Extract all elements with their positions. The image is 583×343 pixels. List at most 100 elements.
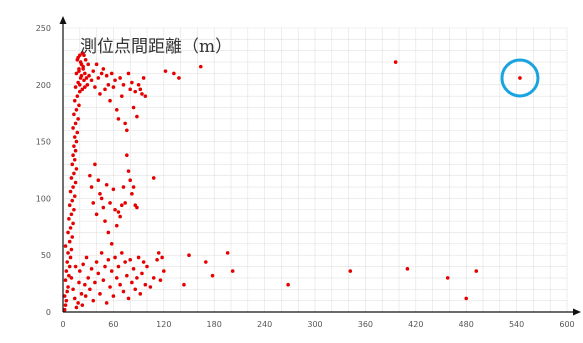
data-point: [140, 92, 144, 96]
data-point: [96, 271, 101, 276]
data-point: [286, 282, 290, 287]
data-point: [65, 289, 69, 294]
data-point: [118, 214, 122, 219]
data-point: [135, 114, 139, 119]
data-point: [80, 87, 85, 92]
chart-title: 測位点間距離（m）: [80, 37, 232, 57]
data-point: [113, 255, 117, 260]
x-tick-label: 600: [559, 320, 574, 329]
data-point: [65, 260, 69, 264]
data-point: [86, 276, 90, 280]
y-tick-label: 50: [41, 251, 51, 260]
data-point: [121, 83, 126, 87]
data-point: [104, 73, 109, 78]
data-point: [66, 285, 70, 289]
data-point: [63, 244, 68, 248]
data-point: [141, 76, 146, 80]
data-point: [77, 69, 81, 73]
data-point: [84, 255, 89, 260]
x-tick-label: 420: [408, 320, 423, 329]
data-point: [143, 94, 148, 98]
data-point: [348, 269, 353, 273]
data-point: [210, 273, 215, 278]
data-point: [62, 294, 67, 298]
data-point: [63, 303, 68, 307]
data-point: [83, 58, 88, 62]
data-point: [72, 144, 76, 148]
data-point: [155, 257, 159, 262]
data-point: [101, 278, 106, 282]
data-point: [145, 264, 149, 269]
data-point: [135, 276, 139, 280]
data-point: [71, 126, 75, 130]
data-point: [198, 64, 203, 69]
data-point: [96, 76, 101, 80]
data-point: [474, 269, 479, 273]
data-point: [114, 276, 119, 280]
data-point: [101, 67, 106, 71]
data-point: [81, 67, 85, 71]
data-point: [106, 257, 111, 262]
x-tick-labels: 0 60 120 180 240 300 360 420 480 540 600: [60, 320, 574, 329]
data-point: [123, 201, 127, 205]
data-point: [76, 301, 80, 305]
data-point: [98, 192, 102, 196]
data-point: [74, 139, 79, 144]
data-point: [73, 85, 78, 89]
data-point: [87, 73, 91, 78]
y-axis-arrow: [59, 16, 67, 24]
data-point: [89, 185, 94, 189]
data-point: [120, 251, 124, 255]
y-tick-label: 100: [36, 194, 51, 203]
data-point: [68, 226, 73, 230]
data-point: [66, 230, 70, 235]
data-point: [123, 260, 127, 264]
data-point: [103, 87, 107, 92]
data-point: [151, 176, 156, 180]
data-point: [177, 76, 181, 80]
data-point: [68, 189, 73, 194]
data-point: [62, 307, 67, 312]
data-point: [74, 107, 79, 112]
data-point: [69, 212, 74, 217]
data-point: [77, 280, 81, 285]
data-point: [118, 76, 122, 80]
data-point: [163, 69, 168, 73]
data-point: [230, 269, 235, 273]
data-point: [94, 260, 99, 264]
data-point: [109, 242, 114, 246]
data-point: [126, 169, 131, 173]
data-point: [86, 62, 90, 67]
data-point: [113, 78, 117, 83]
data-point: [121, 289, 126, 294]
data-point: [131, 105, 136, 110]
data-point: [118, 282, 122, 287]
data-point: [160, 255, 164, 260]
axes: [59, 16, 581, 316]
data-point: [121, 185, 126, 189]
data-point: [75, 130, 80, 135]
data-point: [77, 103, 81, 108]
data-point: [120, 203, 124, 208]
data-point: [103, 219, 107, 223]
data-point: [70, 235, 75, 239]
grid-lines: [62, 27, 568, 313]
data-point: [71, 185, 75, 189]
data-point: [125, 153, 129, 158]
data-point: [158, 278, 163, 282]
data-point: [83, 71, 87, 76]
data-point: [70, 162, 75, 167]
data-point: [88, 173, 92, 178]
data-point: [78, 269, 82, 273]
data-point: [64, 298, 69, 303]
data-point: [109, 71, 114, 76]
data-point: [182, 282, 186, 287]
data-point: [91, 298, 96, 303]
data-point: [393, 60, 398, 64]
data-point: [67, 217, 71, 221]
data-point: [141, 260, 146, 264]
data-point: [72, 135, 77, 139]
data-point: [72, 112, 76, 117]
data-point: [136, 255, 141, 260]
